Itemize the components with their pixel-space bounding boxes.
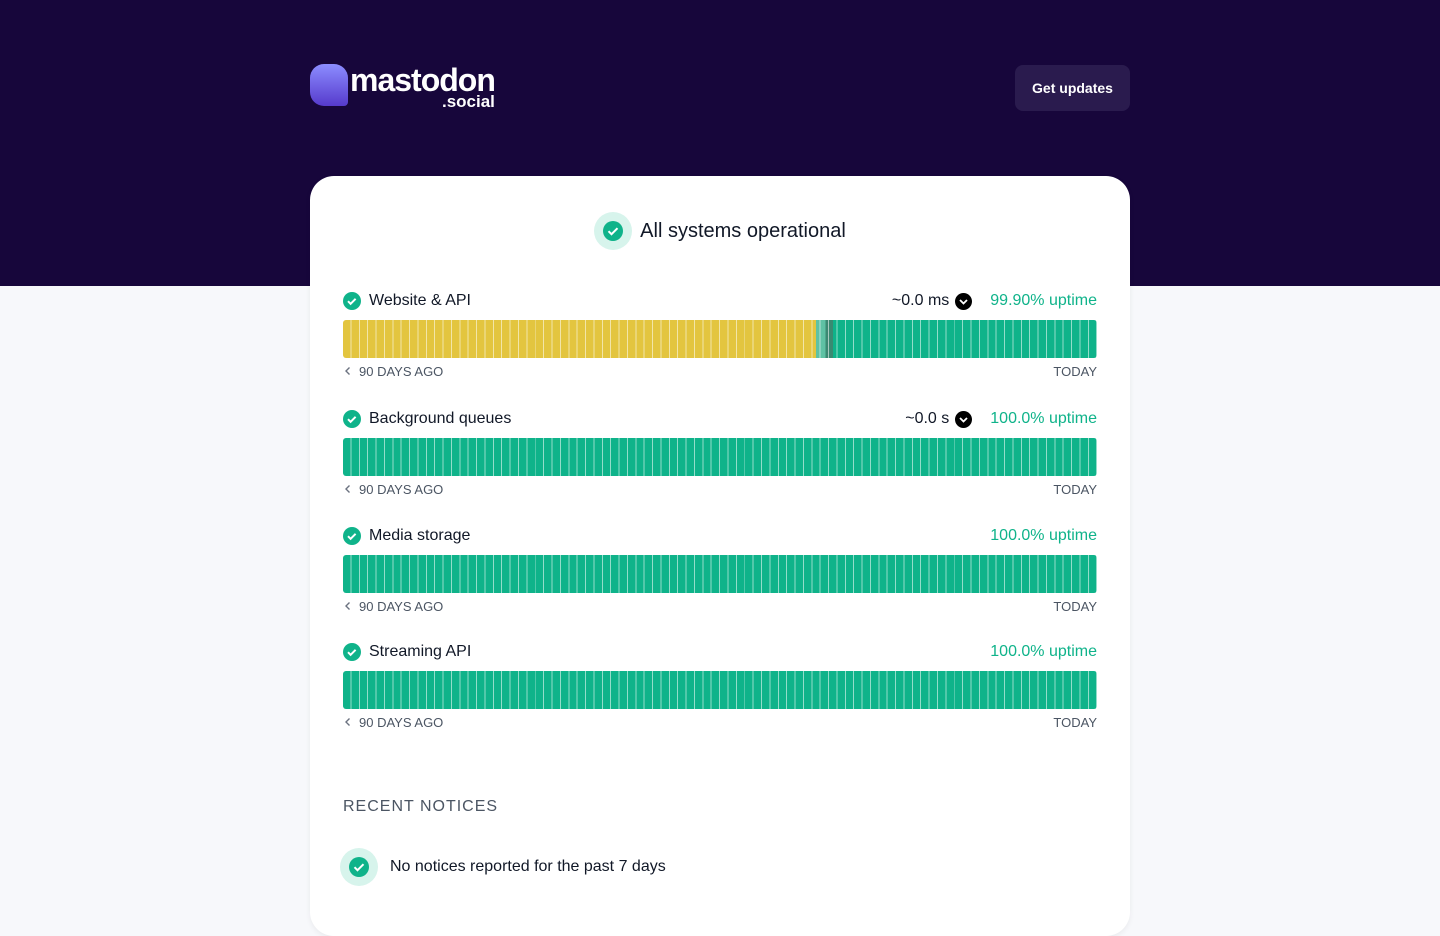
status-icon [594,212,633,250]
range-start-text: 90 DAYS AGO [359,715,444,730]
range-end: TODAY [1053,715,1097,730]
range-end: TODAY [1053,482,1097,497]
uptime-bar [343,671,1097,709]
logo[interactable]: mastodon .social [310,62,496,111]
notice: No notices reported for the past 7 days [340,848,666,886]
monitor-status-icon [343,410,361,428]
monitor: Media storage 100.0% uptime 90 DAYS AGO TOD… [343,524,1097,614]
range-start-text: 90 DAYS AGO [359,482,444,497]
status-card: All systems operational RECENT NOTICES N… [310,176,1130,936]
monitor: Streaming API 100.0% uptime 90 DAYS AGO TOD… [343,640,1097,730]
monitor-header: Media storage 100.0% uptime [343,524,1097,548]
range-start-text: 90 DAYS AGO [359,364,444,379]
monitor: Website & API ~0.0 ms 99.90% uptime 90 DAYS… [343,289,1097,379]
range-end: TODAY [1053,599,1097,614]
timeline-labels: 90 DAYS AGO TODAY [343,364,1097,379]
monitor-status-icon [343,643,361,661]
uptime: 99.90% uptime [990,292,1097,309]
timeline-labels: 90 DAYS AGO TODAY [343,482,1097,497]
get-updates-button[interactable]: Get updates [1015,65,1130,111]
response-value: ~0.0 s [905,410,950,427]
range-start: 90 DAYS AGO [343,364,443,379]
uptime-bar [343,555,1097,593]
notice-icon [340,848,378,886]
response-value: ~0.0 ms [891,292,950,309]
overall-status: All systems operational [310,212,1130,250]
monitor-header: Background queues ~0.0 s 100.0% uptime [343,407,1097,431]
chevron-icon [949,410,973,428]
monitor-status-icon [343,527,361,545]
uptime: 100.0% uptime [990,643,1097,660]
uptime-bar [343,438,1097,476]
range-start: 90 DAYS AGO [343,715,443,730]
status-title: All systems operational [640,219,846,242]
monitor-header: Website & API ~0.0 ms 99.90% uptime [343,289,1097,313]
notice-message: No notices reported for the past 7 days [390,858,666,875]
monitor-header: Streaming API 100.0% uptime [343,640,1097,664]
chevron-icon [949,292,973,310]
timeline-labels: 90 DAYS AGO TODAY [343,599,1097,614]
range-start: 90 DAYS AGO [343,482,443,497]
range-start: 90 DAYS AGO [343,599,443,614]
timeline-labels: 90 DAYS AGO TODAY [343,715,1097,730]
monitor-name: Streaming API [369,643,472,660]
monitor-name: Background queues [369,410,512,427]
range-end: TODAY [1053,364,1097,379]
page: mastodon .social Get updates All systems… [0,0,1440,886]
response-time[interactable]: ~0.0 s [905,410,973,428]
monitor-name: Website & API [369,292,471,309]
logo-suffix: .social [441,92,495,111]
uptime: 100.0% uptime [990,410,1097,427]
range-start-text: 90 DAYS AGO [359,599,444,614]
monitor: Background queues ~0.0 s 100.0% uptime 90 D… [343,407,1097,497]
logo-text: mastodon [350,62,496,98]
uptime-bar [343,320,1097,358]
logo-mark [310,64,348,106]
monitor-status-icon [343,292,361,310]
monitor-name: Media storage [369,527,471,544]
response-time[interactable]: ~0.0 ms [891,292,973,310]
uptime: 100.0% uptime [990,527,1097,544]
notices-heading: RECENT NOTICES [343,798,499,815]
